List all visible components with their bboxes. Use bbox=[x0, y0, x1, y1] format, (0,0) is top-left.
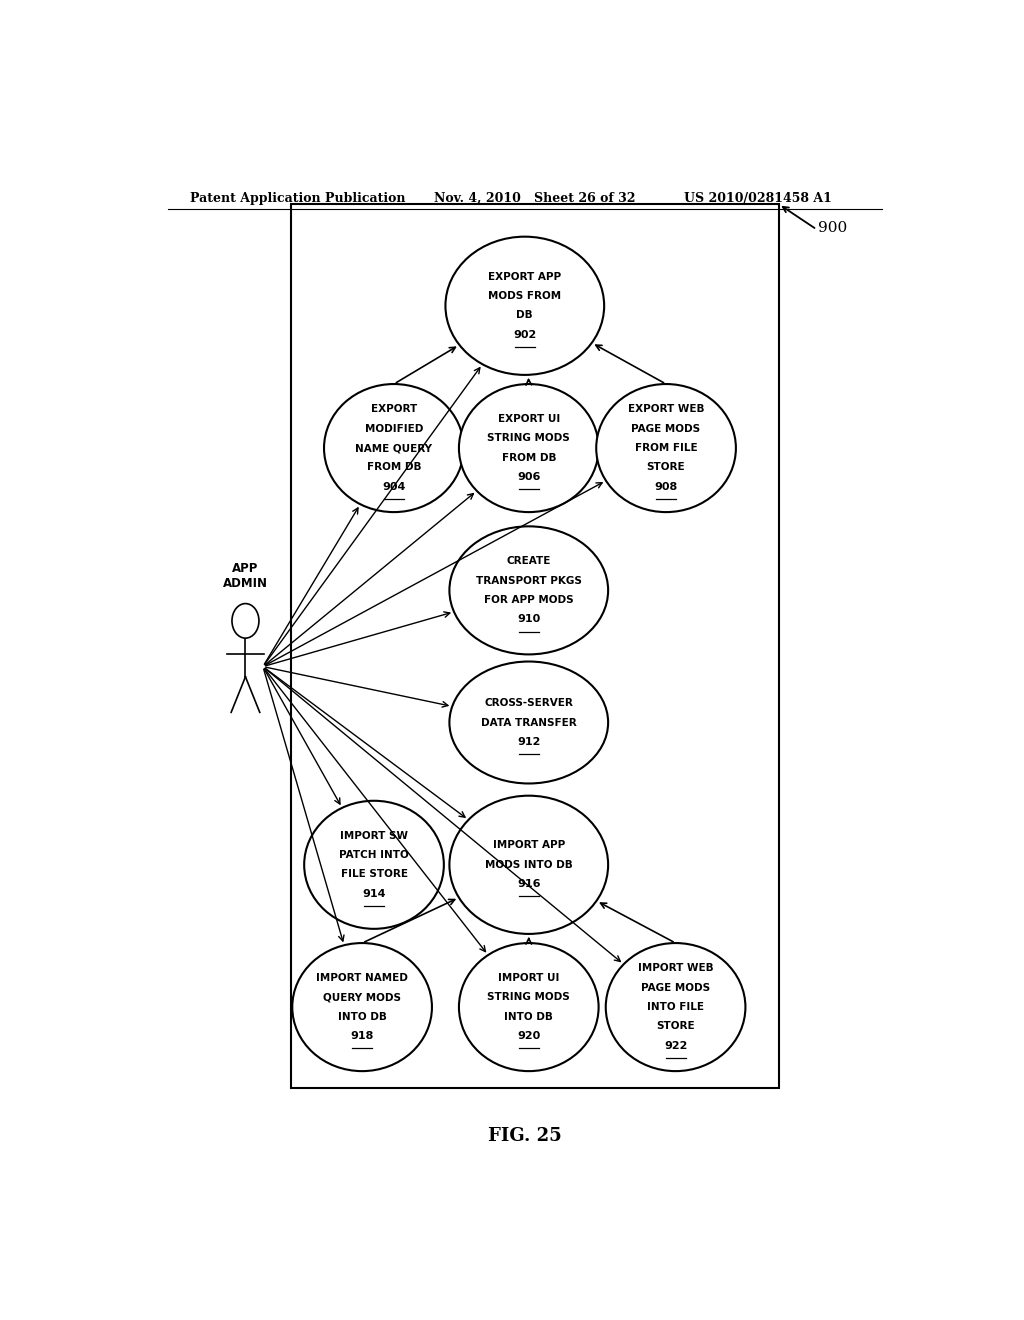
Text: APP
ADMIN: APP ADMIN bbox=[223, 562, 268, 590]
Text: CREATE: CREATE bbox=[507, 557, 551, 566]
Text: NAME QUERY: NAME QUERY bbox=[355, 444, 432, 453]
Text: 900: 900 bbox=[818, 220, 848, 235]
Ellipse shape bbox=[324, 384, 464, 512]
Ellipse shape bbox=[292, 942, 432, 1071]
Ellipse shape bbox=[445, 236, 604, 375]
Text: CROSS-SERVER: CROSS-SERVER bbox=[484, 698, 573, 709]
Text: INTO DB: INTO DB bbox=[338, 1011, 386, 1022]
Text: 922: 922 bbox=[664, 1040, 687, 1051]
Text: 916: 916 bbox=[517, 879, 541, 890]
Ellipse shape bbox=[459, 384, 599, 512]
Text: Nov. 4, 2010   Sheet 26 of 32: Nov. 4, 2010 Sheet 26 of 32 bbox=[433, 191, 635, 205]
Text: 918: 918 bbox=[350, 1031, 374, 1041]
Text: US 2010/0281458 A1: US 2010/0281458 A1 bbox=[684, 191, 831, 205]
Text: STRING MODS: STRING MODS bbox=[487, 993, 570, 1002]
Text: FROM FILE: FROM FILE bbox=[635, 444, 697, 453]
Ellipse shape bbox=[606, 942, 745, 1071]
Text: FILE STORE: FILE STORE bbox=[341, 870, 408, 879]
Ellipse shape bbox=[450, 527, 608, 655]
Text: IMPORT UI: IMPORT UI bbox=[498, 973, 559, 983]
Ellipse shape bbox=[450, 796, 608, 935]
Text: MODS FROM: MODS FROM bbox=[488, 292, 561, 301]
Text: INTO FILE: INTO FILE bbox=[647, 1002, 705, 1012]
Text: FROM DB: FROM DB bbox=[502, 453, 556, 463]
Text: TRANSPORT PKGS: TRANSPORT PKGS bbox=[476, 576, 582, 586]
Text: IMPORT NAMED: IMPORT NAMED bbox=[316, 973, 408, 983]
Text: PATCH INTO: PATCH INTO bbox=[339, 850, 409, 861]
Text: 908: 908 bbox=[654, 482, 678, 491]
Text: STRING MODS: STRING MODS bbox=[487, 433, 570, 444]
Bar bbox=[291, 205, 778, 1089]
Text: FROM DB: FROM DB bbox=[367, 462, 421, 473]
Ellipse shape bbox=[304, 801, 443, 929]
Text: QUERY MODS: QUERY MODS bbox=[324, 993, 401, 1002]
Text: IMPORT SW: IMPORT SW bbox=[340, 830, 408, 841]
Text: 920: 920 bbox=[517, 1031, 541, 1041]
Text: Patent Application Publication: Patent Application Publication bbox=[189, 191, 406, 205]
Text: 910: 910 bbox=[517, 614, 541, 624]
Ellipse shape bbox=[596, 384, 736, 512]
Text: PAGE MODS: PAGE MODS bbox=[632, 424, 700, 434]
Text: 912: 912 bbox=[517, 737, 541, 747]
Text: FOR APP MODS: FOR APP MODS bbox=[484, 595, 573, 605]
Ellipse shape bbox=[450, 661, 608, 784]
Text: EXPORT: EXPORT bbox=[371, 404, 417, 414]
Text: 904: 904 bbox=[382, 482, 406, 491]
Text: MODS INTO DB: MODS INTO DB bbox=[485, 859, 572, 870]
Text: PAGE MODS: PAGE MODS bbox=[641, 983, 711, 993]
Text: 906: 906 bbox=[517, 473, 541, 482]
Text: EXPORT WEB: EXPORT WEB bbox=[628, 404, 705, 414]
Text: IMPORT WEB: IMPORT WEB bbox=[638, 964, 714, 973]
Ellipse shape bbox=[459, 942, 599, 1071]
Text: FIG. 25: FIG. 25 bbox=[487, 1127, 562, 1146]
Text: STORE: STORE bbox=[656, 1022, 695, 1031]
Text: 902: 902 bbox=[513, 330, 537, 339]
Text: STORE: STORE bbox=[647, 462, 685, 473]
Text: DATA TRANSFER: DATA TRANSFER bbox=[481, 718, 577, 727]
Text: MODIFIED: MODIFIED bbox=[365, 424, 423, 434]
Text: IMPORT APP: IMPORT APP bbox=[493, 841, 565, 850]
Text: 914: 914 bbox=[362, 888, 386, 899]
Text: EXPORT APP: EXPORT APP bbox=[488, 272, 561, 281]
Text: EXPORT UI: EXPORT UI bbox=[498, 414, 560, 424]
Text: INTO DB: INTO DB bbox=[505, 1011, 553, 1022]
Text: DB: DB bbox=[516, 310, 534, 321]
